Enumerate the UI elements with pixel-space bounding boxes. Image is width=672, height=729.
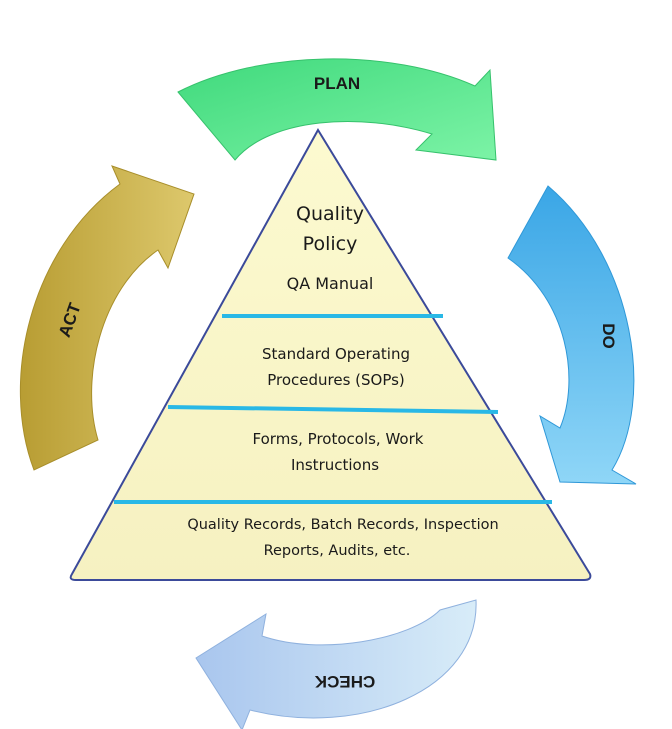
- tier3-line1: Forms, Protocols, Work: [253, 430, 424, 448]
- check-label: CHECK: [314, 672, 375, 691]
- plan-arrow: [177, 58, 497, 161]
- tier4-line2: Reports, Audits, etc.: [264, 543, 411, 559]
- tier1-line3: QA Manual: [287, 274, 374, 293]
- plan-label: PLAN: [314, 74, 360, 93]
- tier1-line2: Policy: [303, 233, 358, 255]
- pyramid-divider-2: [167, 405, 499, 414]
- tier4-line1: Quality Records, Batch Records, Inspecti…: [187, 517, 498, 533]
- check-arrow: [195, 599, 477, 729]
- tier2-line1: Standard Operating: [262, 345, 410, 363]
- tier3-line2: Instructions: [291, 456, 379, 474]
- tier1-line1: Quality: [296, 203, 364, 225]
- act-arrow: [19, 165, 195, 471]
- tier2-line2: Procedures (SOPs): [267, 371, 405, 389]
- pyramid: [69, 128, 592, 581]
- do-arrow: [507, 185, 637, 485]
- do-label: DO: [599, 323, 618, 349]
